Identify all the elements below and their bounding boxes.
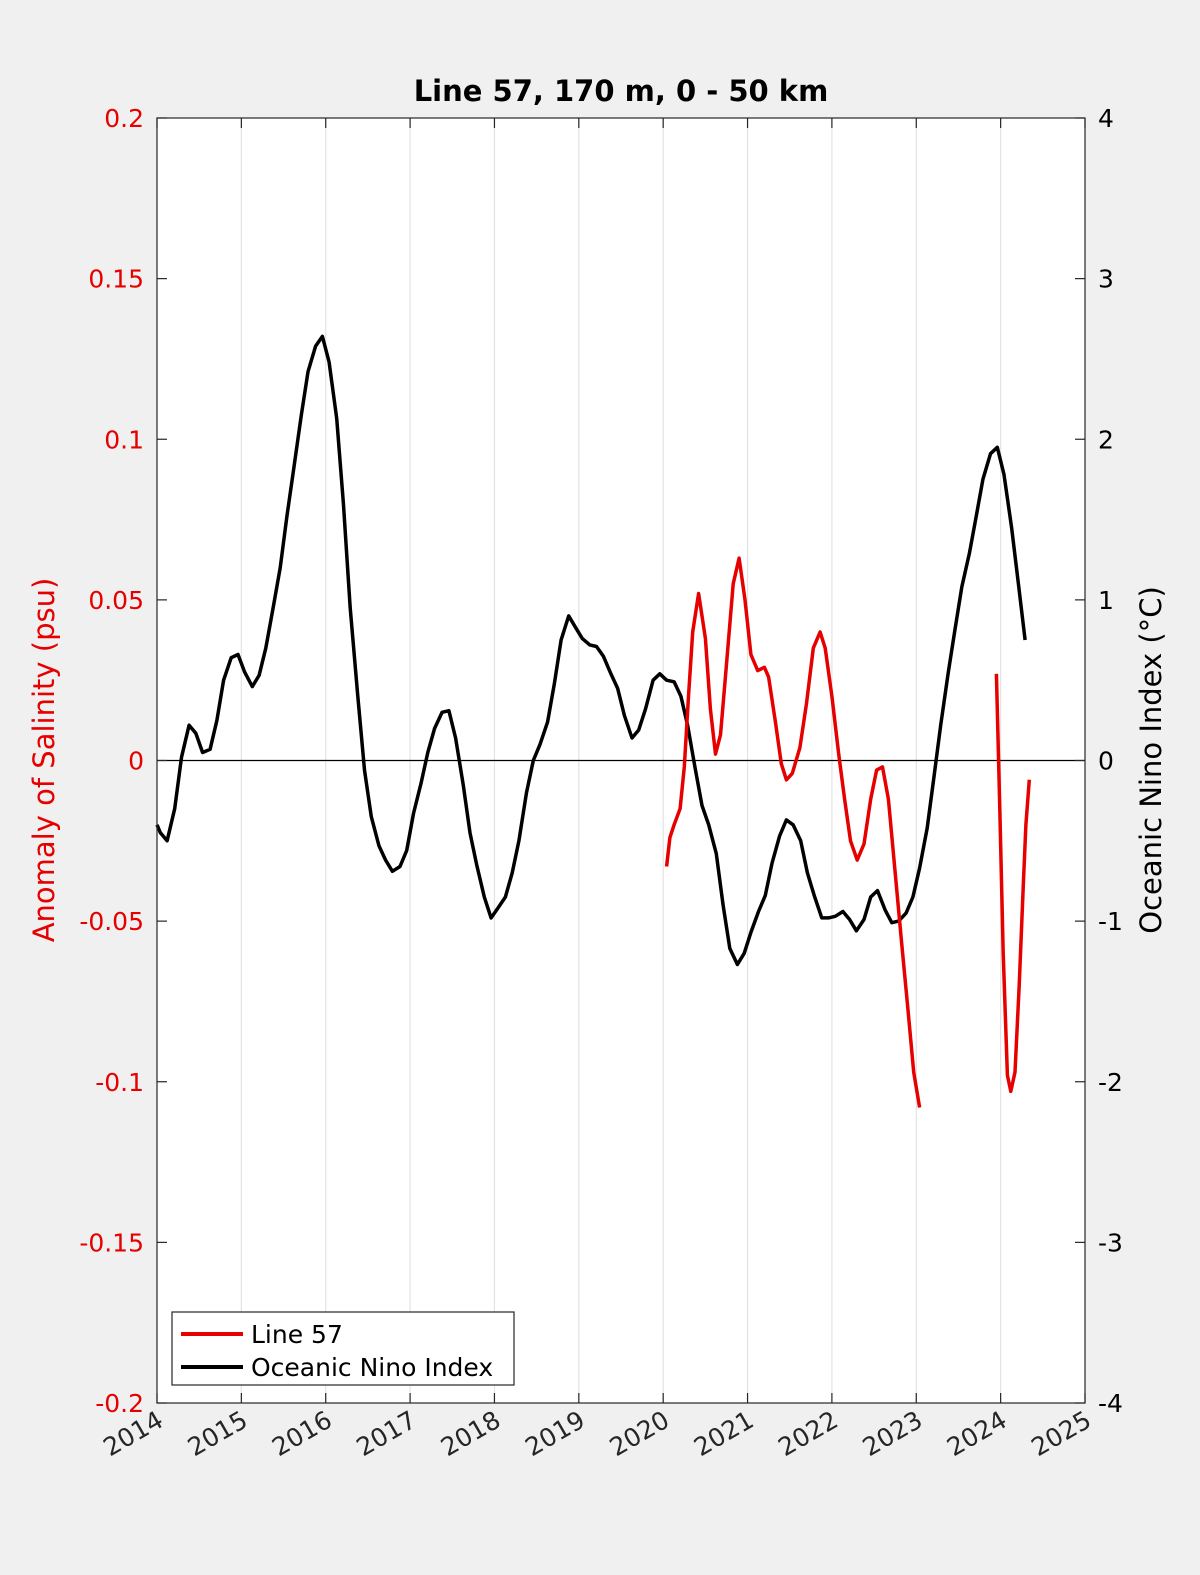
left-tick-label: -0.15	[79, 1228, 144, 1257]
left-tick-label: 0.15	[88, 265, 144, 294]
series-line-line57-segment-2	[994, 673, 1032, 1094]
left-tick-label: 0.1	[104, 425, 144, 454]
series-line-line57-segment-1	[664, 556, 922, 1108]
right-tick-label: 0	[1098, 747, 1114, 776]
left-tick-label: 0	[128, 747, 144, 776]
right-tick-label: 1	[1098, 586, 1114, 615]
series-layer	[155, 334, 1032, 1108]
right-tick-label: 2	[1098, 425, 1114, 454]
legend: Line 57 Oceanic Nino Index	[171, 1311, 515, 1386]
right-tick-label: 3	[1098, 265, 1114, 294]
legend-label-oni: Oceanic Nino Index	[251, 1353, 493, 1382]
y-axis-label-right: Oceanic Nino Index (°C)	[1134, 586, 1168, 934]
left-axis-ticks: 0.2 0.15 0.1 0.05 0 -0.05 -0.1 -0.15 -0.2	[79, 104, 167, 1418]
left-tick-label: -0.1	[95, 1068, 144, 1097]
right-axis-ticks: 4 3 2 1 0 -1 -2 -3 -4	[1075, 104, 1123, 1418]
right-tick-label: -4	[1098, 1389, 1123, 1418]
right-tick-label: -2	[1098, 1068, 1123, 1097]
left-tick-label: -0.2	[95, 1389, 144, 1418]
legend-box	[171, 1311, 515, 1386]
series-line-oceanic-nino-index	[155, 334, 1027, 967]
chart-title: Line 57, 170 m, 0 - 50 km	[414, 74, 829, 108]
left-tick-label: -0.05	[79, 907, 144, 936]
left-tick-label: 0.2	[104, 104, 144, 133]
y-axis-label-left: Anomaly of Salinity (psu)	[27, 578, 61, 943]
legend-label-line57: Line 57	[251, 1320, 343, 1349]
right-tick-label: -1	[1098, 907, 1123, 936]
right-tick-label: -3	[1098, 1228, 1123, 1257]
right-tick-label: 4	[1098, 104, 1114, 133]
left-tick-label: 0.05	[88, 586, 144, 615]
